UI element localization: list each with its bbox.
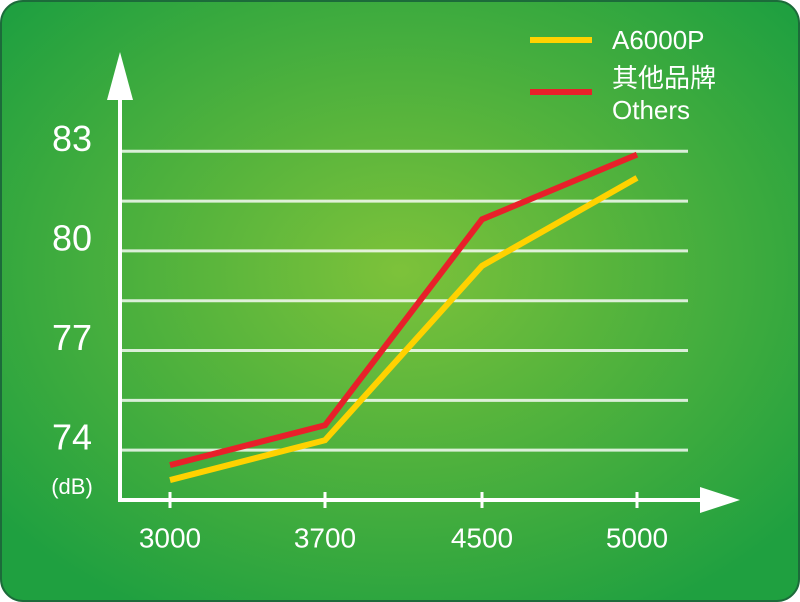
y-tick-label: 83: [52, 118, 92, 159]
legend-label: Others: [612, 95, 690, 125]
series-line: [169, 151, 639, 469]
x-axis-arrow: [700, 487, 740, 513]
x-tick-label: 4500: [451, 522, 513, 553]
x-tick-label: 3700: [294, 522, 356, 553]
x-tick-label: 3000: [139, 522, 201, 553]
series-line: [169, 175, 639, 483]
y-axis-arrow: [107, 52, 133, 100]
y-tick-label: 77: [52, 317, 92, 358]
y-tick-label: 80: [52, 217, 92, 258]
legend-label: A6000P: [612, 25, 705, 55]
x-tick-label: 5000: [606, 522, 668, 553]
y-unit-label: (dB): [51, 474, 93, 499]
legend-label: 其他品牌: [612, 63, 716, 93]
y-tick-label: 74: [52, 417, 92, 458]
